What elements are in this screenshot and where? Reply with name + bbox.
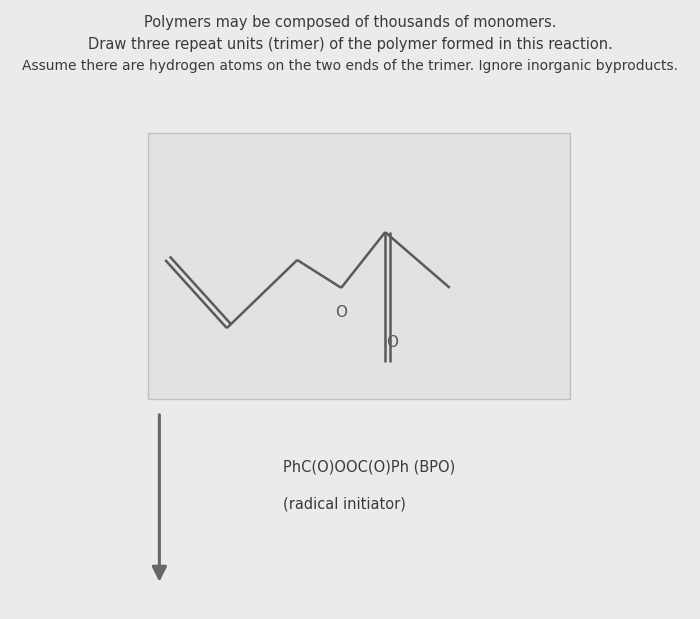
Text: Draw three repeat units (trimer) of the polymer formed in this reaction.: Draw three repeat units (trimer) of the …	[88, 37, 612, 52]
Text: O: O	[386, 335, 398, 350]
Text: PhC(O)OOC(O)Ph (BPO): PhC(O)OOC(O)Ph (BPO)	[283, 460, 455, 475]
FancyBboxPatch shape	[148, 133, 570, 399]
Text: Assume there are hydrogen atoms on the two ends of the trimer. Ignore inorganic : Assume there are hydrogen atoms on the t…	[22, 59, 678, 73]
Text: O: O	[335, 305, 347, 320]
Text: (radical initiator): (radical initiator)	[283, 497, 405, 512]
Text: Polymers may be composed of thousands of monomers.: Polymers may be composed of thousands of…	[144, 15, 556, 30]
